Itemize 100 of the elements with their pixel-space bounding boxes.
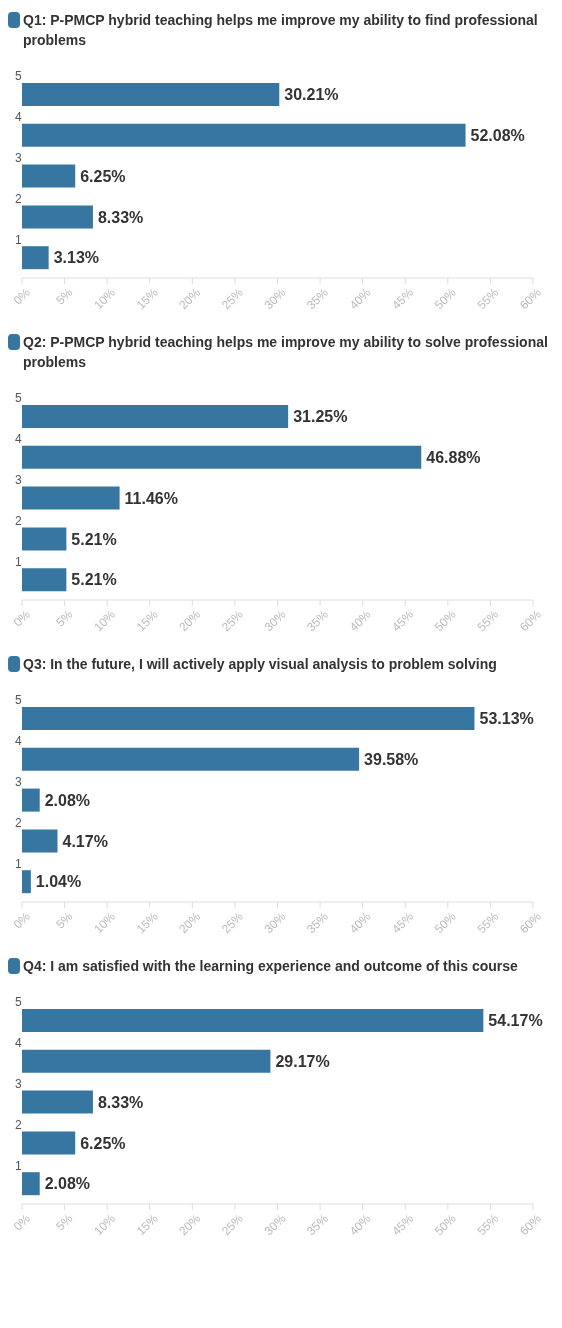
bar: [22, 486, 120, 510]
y-tick-label: 1: [15, 554, 22, 569]
y-tick-label: 1: [15, 1158, 22, 1173]
x-tick-label: 40%: [346, 285, 374, 313]
x-tick-label: 10%: [91, 285, 119, 313]
y-tick-label: 2: [15, 191, 22, 206]
bar: [22, 1049, 271, 1073]
x-tick-label: 10%: [91, 909, 119, 937]
x-tick-label: 5%: [53, 607, 76, 630]
x-tick-label: 55%: [474, 909, 502, 937]
x-tick-label: 15%: [133, 285, 161, 313]
x-tick-label: 30%: [261, 607, 289, 635]
bar: [22, 1009, 484, 1032]
data-label: 6.25%: [80, 167, 126, 185]
y-tick-label: 3: [15, 775, 22, 789]
x-tick-label: 50%: [431, 607, 459, 635]
x-tick-label: 40%: [346, 1211, 374, 1239]
x-tick-label: 40%: [346, 607, 374, 635]
y-tick-label: 5: [15, 693, 22, 708]
bar: [22, 83, 280, 106]
x-tick-label: 45%: [389, 285, 417, 313]
x-tick-label: 30%: [261, 285, 289, 313]
x-tick-label: 40%: [346, 909, 374, 937]
x-tick-label: 60%: [517, 1211, 545, 1239]
data-label: 11.46%: [124, 489, 178, 507]
bar: [22, 788, 40, 812]
data-label: 39.58%: [364, 750, 419, 768]
data-label: 52.08%: [470, 126, 525, 144]
bar: [22, 205, 93, 229]
x-tick-label: 55%: [474, 607, 502, 635]
bar: [22, 246, 49, 270]
x-tick-label: 35%: [304, 1211, 332, 1239]
bar: [22, 1172, 40, 1196]
x-tick-label: 50%: [431, 909, 459, 937]
x-tick-label: 30%: [261, 1211, 289, 1239]
y-tick-label: 2: [15, 513, 22, 528]
x-tick-label: 45%: [389, 1211, 417, 1239]
bar: [22, 164, 76, 188]
y-tick-label: 5: [15, 995, 22, 1010]
bar: [22, 1090, 93, 1114]
data-label: 1.04%: [35, 873, 82, 891]
y-tick-label: 5: [15, 391, 22, 406]
bar: [22, 829, 58, 853]
data-label: 4.17%: [62, 832, 108, 850]
x-tick-label: 5%: [53, 285, 76, 308]
y-tick-label: 3: [15, 473, 22, 487]
y-tick-label: 4: [15, 110, 22, 125]
y-tick-label: 4: [15, 734, 22, 749]
x-tick-label: 45%: [389, 607, 417, 635]
chart-title: Q2: P-PMCP hybrid teaching helps me improve my ability to solve professional problems: [23, 333, 549, 372]
y-tick-label: 3: [15, 1077, 22, 1091]
x-tick-label: 60%: [517, 909, 545, 937]
y-tick-label: 4: [15, 432, 22, 447]
chart-title: Q4: I am satisfied with the learning experience and outcome of this course: [23, 957, 518, 976]
data-label: 53.13%: [479, 710, 534, 728]
x-tick-label: 50%: [431, 1211, 459, 1239]
x-tick-label: 5%: [53, 1211, 76, 1234]
y-tick-label: 1: [15, 856, 22, 871]
bar: [22, 527, 67, 551]
bar: [22, 123, 466, 147]
chart-title: Q3: In the future, I will actively apply visual analysis to problem solving: [23, 655, 497, 674]
data-label: 31.25%: [293, 408, 348, 426]
bar: [22, 568, 67, 592]
chart-title: Q1: P-PMCP hybrid teaching helps me improve my ability to find professional problems: [23, 11, 539, 50]
data-label: 5.21%: [71, 530, 117, 548]
x-tick-label: 0%: [10, 607, 34, 630]
data-label: 30.21%: [284, 86, 339, 104]
bar: [22, 870, 31, 894]
x-tick-label: 15%: [133, 607, 161, 635]
x-tick-label: 50%: [431, 285, 459, 313]
y-tick-label: 2: [15, 815, 22, 830]
x-tick-label: 0%: [10, 1211, 34, 1234]
x-tick-label: 5%: [53, 909, 76, 932]
y-tick-label: 4: [15, 1036, 22, 1051]
data-label: 2.08%: [44, 791, 91, 809]
data-label: 2.08%: [44, 1175, 91, 1193]
data-label: 5.21%: [71, 571, 117, 589]
x-tick-label: 60%: [517, 285, 545, 313]
bar: [22, 445, 422, 469]
x-tick-label: 35%: [304, 607, 332, 635]
data-label: 8.33%: [97, 208, 144, 226]
data-label: 29.17%: [275, 1052, 330, 1070]
x-tick-label: 10%: [91, 607, 119, 635]
x-tick-label: 60%: [517, 607, 545, 635]
x-tick-label: 55%: [474, 285, 502, 313]
x-tick-label: 10%: [91, 1211, 119, 1239]
y-tick-label: 5: [15, 69, 22, 84]
bar: [22, 707, 475, 730]
x-tick-label: 0%: [10, 285, 34, 308]
bar: [22, 405, 289, 428]
x-tick-label: 15%: [133, 1211, 161, 1239]
x-tick-label: 30%: [261, 909, 289, 937]
y-tick-label: 3: [15, 151, 22, 165]
y-tick-label: 1: [15, 232, 22, 247]
x-tick-label: 35%: [304, 285, 332, 313]
x-tick-label: 15%: [133, 909, 161, 937]
y-tick-label: 2: [15, 1117, 22, 1132]
data-label: 54.17%: [488, 1012, 543, 1030]
bar: [22, 1131, 76, 1155]
data-label: 3.13%: [53, 249, 100, 267]
